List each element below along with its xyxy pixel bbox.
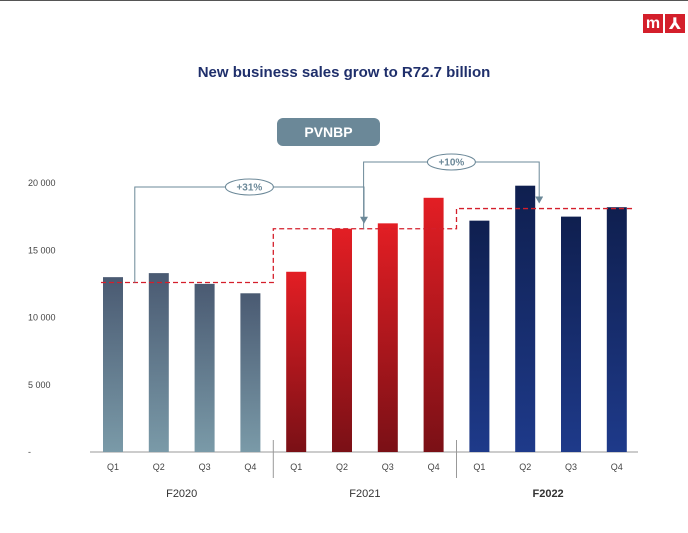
top-rule bbox=[0, 0, 688, 1]
bar-f2022-q2 bbox=[515, 185, 536, 452]
average-step-line bbox=[101, 207, 633, 284]
bar-f2020-q4 bbox=[240, 293, 261, 452]
group-label: F2021 bbox=[349, 488, 380, 500]
y-tick-label: 5 000 bbox=[28, 380, 51, 390]
growth-label: +31% bbox=[236, 183, 262, 194]
growth-arrow bbox=[363, 161, 544, 229]
growth-label: +10% bbox=[438, 158, 464, 169]
group-label: F2022 bbox=[532, 488, 563, 500]
x-tick-label: Q3 bbox=[382, 462, 394, 472]
bar-f2021-q4 bbox=[423, 197, 444, 452]
y-tick-label: 10 000 bbox=[28, 313, 56, 323]
bar-f2022-q1 bbox=[469, 220, 490, 452]
x-tick-label: Q2 bbox=[519, 462, 531, 472]
bar-f2020-q1 bbox=[103, 277, 123, 452]
y-tick-label: 20 000 bbox=[28, 178, 56, 188]
x-tick-label: Q3 bbox=[199, 462, 211, 472]
y-tick-label: 15 000 bbox=[28, 245, 56, 255]
group-label: F2020 bbox=[166, 488, 197, 500]
bar-f2021-q3 bbox=[377, 223, 398, 452]
x-tick-label: Q2 bbox=[336, 462, 348, 472]
x-tick-label: Q1 bbox=[107, 462, 119, 472]
brand-logo-m: m bbox=[643, 14, 663, 33]
bar-f2022-q4 bbox=[606, 207, 627, 452]
bar-f2020-q3 bbox=[194, 283, 215, 452]
x-tick-label: Q3 bbox=[565, 462, 577, 472]
growth-bubble bbox=[224, 178, 274, 196]
growth-bubble bbox=[426, 153, 476, 171]
x-tick-label: Q4 bbox=[611, 462, 623, 472]
x-tick-label: Q2 bbox=[153, 462, 165, 472]
page-title: New business sales grow to R72.7 billion bbox=[197, 64, 491, 81]
x-tick-label: Q4 bbox=[428, 462, 440, 472]
pvnbp-badge: PVNBP bbox=[277, 118, 380, 146]
bar-f2021-q2 bbox=[332, 228, 352, 452]
bar-f2021-q1 bbox=[286, 271, 307, 452]
bar-f2022-q3 bbox=[561, 216, 581, 452]
bar-f2020-q2 bbox=[148, 273, 169, 452]
y-tick-label: - bbox=[28, 447, 31, 457]
growth-arrow bbox=[134, 186, 368, 283]
x-tick-label: Q4 bbox=[244, 462, 256, 472]
x-tick-label: Q1 bbox=[473, 462, 485, 472]
brand-logo-symbol: ⅄ bbox=[665, 14, 685, 33]
x-tick-label: Q1 bbox=[290, 462, 302, 472]
